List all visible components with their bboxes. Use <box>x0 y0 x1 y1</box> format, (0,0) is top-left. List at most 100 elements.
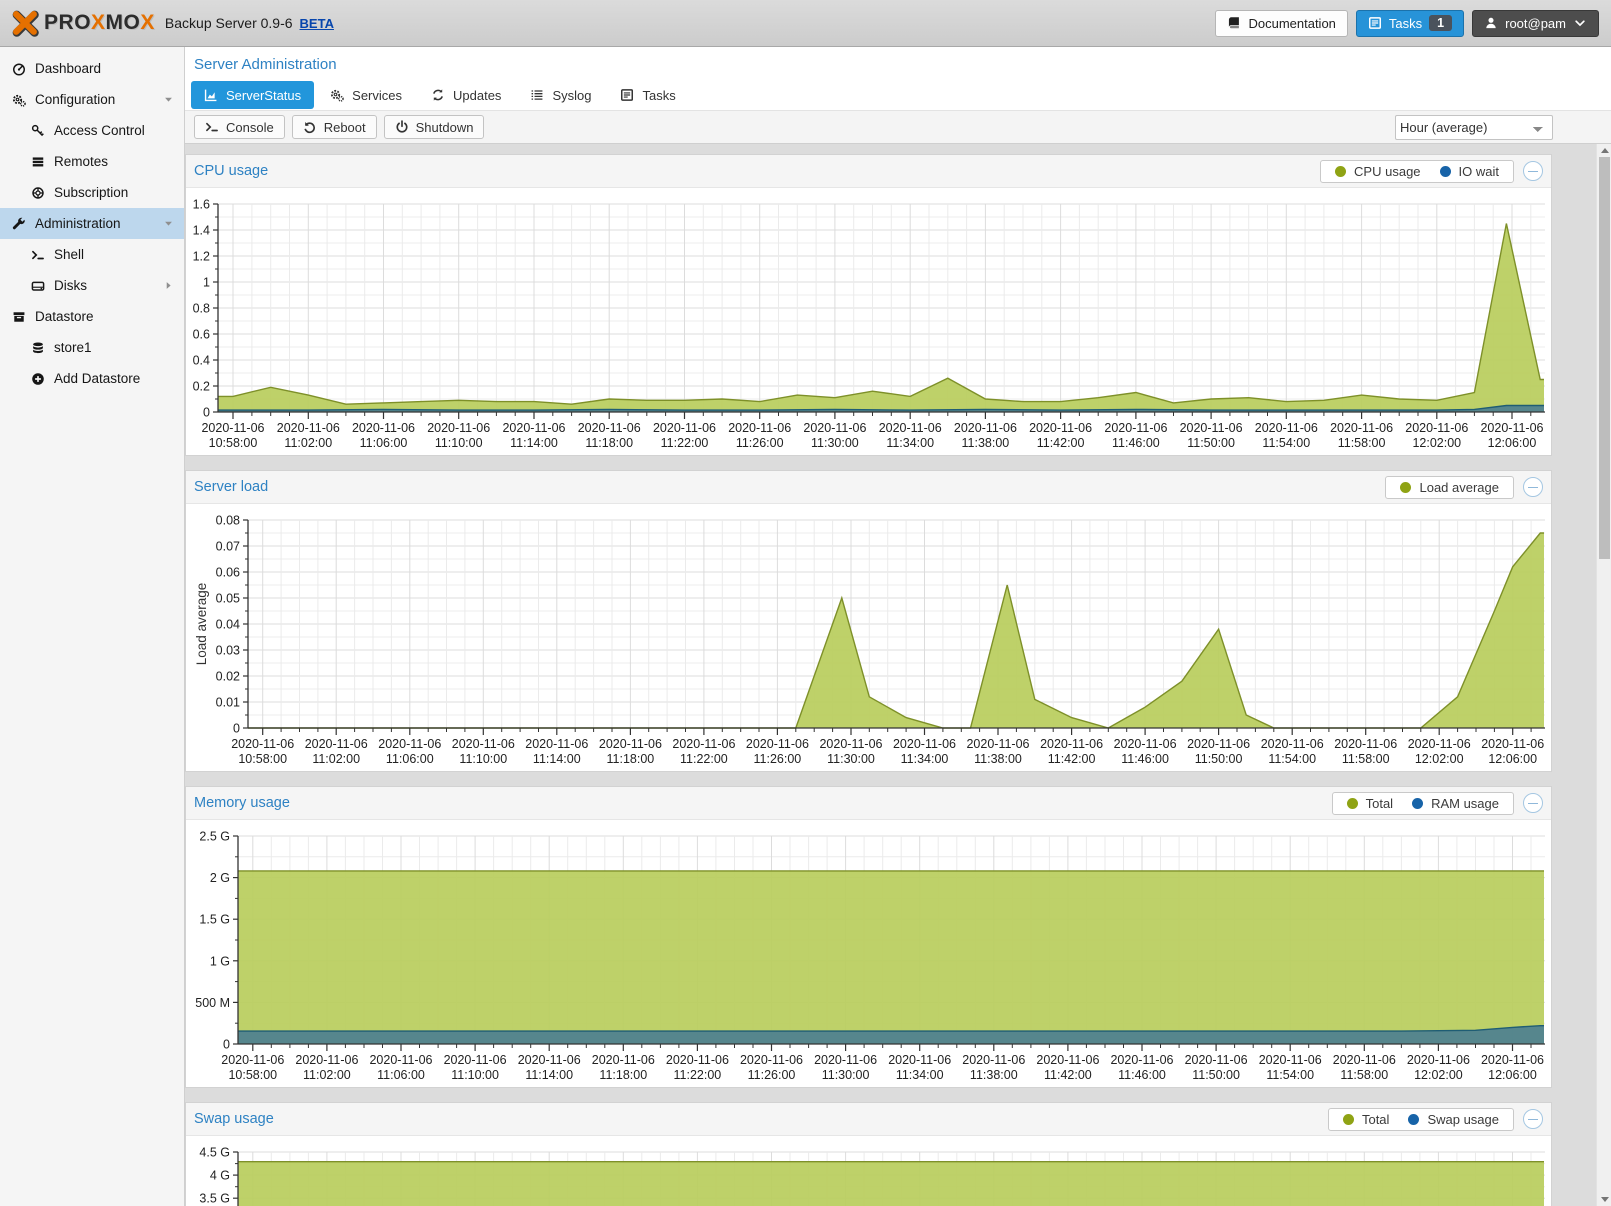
disk-icon <box>31 279 45 293</box>
logo-wordmark: PROXMOX <box>44 11 155 35</box>
tab-serverstatus[interactable]: ServerStatus <box>191 81 314 109</box>
timeframe-select[interactable]: Hour (average) <box>1395 115 1553 140</box>
collapse-panel-button[interactable] <box>1523 793 1543 813</box>
user-menu-button[interactable]: root@pam <box>1472 10 1599 37</box>
sidebar-item-shell[interactable]: Shell <box>0 239 184 270</box>
sidebar-item-remotes[interactable]: Remotes <box>0 146 184 177</box>
svg-text:2020-11-06: 2020-11-06 <box>592 1053 655 1067</box>
svg-text:2020-11-06: 2020-11-06 <box>1334 737 1397 751</box>
legend-item-swap-usage[interactable]: Swap usage <box>1408 1112 1499 1127</box>
sidebar-item-configuration[interactable]: Configuration <box>0 84 184 115</box>
collapse-panel-button[interactable] <box>1523 1109 1543 1129</box>
legend-dot <box>1440 166 1451 177</box>
tab-updates[interactable]: Updates <box>418 81 514 109</box>
tab-services[interactable]: Services <box>317 81 415 109</box>
scroll-down-arrow-icon[interactable] <box>1601 1197 1609 1202</box>
svg-text:2020-11-06: 2020-11-06 <box>1029 421 1092 435</box>
sidebar-item-dashboard[interactable]: Dashboard <box>0 53 184 84</box>
caret-down-icon <box>162 93 175 106</box>
title-row: Server Administration <box>185 47 1611 78</box>
svg-text:12:06:00: 12:06:00 <box>1488 436 1537 450</box>
svg-text:11:18:00: 11:18:00 <box>607 752 655 766</box>
svg-text:0.05: 0.05 <box>216 592 240 606</box>
tasks-button[interactable]: Tasks 1 <box>1356 10 1464 37</box>
sidebar-item-add-datastore[interactable]: Add Datastore <box>0 363 184 394</box>
tab-tasks[interactable]: Tasks <box>607 81 688 109</box>
svg-text:11:42:00: 11:42:00 <box>1044 1068 1092 1082</box>
legend: Total RAM usage <box>1332 792 1514 815</box>
beta-link[interactable]: BETA <box>300 16 334 31</box>
sidebar-item-administration[interactable]: Administration <box>0 208 184 239</box>
plus-circle-icon <box>31 372 45 386</box>
legend-item-io-wait[interactable]: IO wait <box>1440 164 1499 179</box>
legend-item-ram-usage[interactable]: RAM usage <box>1412 796 1499 811</box>
svg-text:10:58:00: 10:58:00 <box>209 436 258 450</box>
svg-text:2020-11-06: 2020-11-06 <box>1187 737 1250 751</box>
svg-text:2020-11-06: 2020-11-06 <box>888 1053 951 1067</box>
chevron-down-icon <box>1573 16 1587 30</box>
svg-text:2020-11-06: 2020-11-06 <box>1259 1053 1322 1067</box>
tab-syslog[interactable]: Syslog <box>517 81 604 109</box>
scroll-up-arrow-icon[interactable] <box>1601 148 1609 153</box>
legend-item-load-average[interactable]: Load average <box>1400 480 1499 495</box>
sidebar-item-datastore[interactable]: Datastore <box>0 301 184 332</box>
tab-label: Services <box>352 88 402 103</box>
svg-text:2020-11-06: 2020-11-06 <box>962 1053 1025 1067</box>
minus-icon <box>1528 1119 1538 1120</box>
svg-text:12:06:00: 12:06:00 <box>1488 752 1537 766</box>
reboot-button[interactable]: Reboot <box>292 115 377 139</box>
task-list-icon <box>620 88 634 102</box>
panel-title: Memory usage <box>194 795 290 811</box>
top-header-bar: PROXMOX Backup Server 0.9-6 BETA Documen… <box>0 0 1611 47</box>
key-icon <box>31 124 45 138</box>
collapse-panel-button[interactable] <box>1523 477 1543 497</box>
svg-text:11:26:00: 11:26:00 <box>736 436 784 450</box>
console-button[interactable]: Console <box>194 115 285 139</box>
documentation-button[interactable]: Documentation <box>1215 10 1347 37</box>
sidebar-item-access-control[interactable]: Access Control <box>0 115 184 146</box>
area-chart-icon <box>204 88 218 102</box>
svg-text:2020-11-06: 2020-11-06 <box>452 737 515 751</box>
remotes-icon <box>31 155 45 169</box>
panel-header: Swap usage Total Swap usage <box>186 1103 1551 1136</box>
svg-text:2020-11-06: 2020-11-06 <box>525 737 588 751</box>
sidebar-item-label: store1 <box>54 340 92 355</box>
panel-header: CPU usageCPU usageIO wait <box>186 155 1551 188</box>
svg-text:1.6: 1.6 <box>193 198 210 212</box>
datastore-icon <box>12 310 26 324</box>
svg-text:12:06:00: 12:06:00 <box>1488 1068 1537 1082</box>
svg-text:2020-11-06: 2020-11-06 <box>728 421 791 435</box>
sidebar-item-disks[interactable]: Disks <box>0 270 184 301</box>
legend-item-total[interactable]: Total <box>1347 796 1393 811</box>
scrollbar-thumb[interactable] <box>1599 157 1610 559</box>
svg-text:2020-11-06: 2020-11-06 <box>893 737 956 751</box>
svg-text:11:30:00: 11:30:00 <box>827 752 875 766</box>
sidebar-item-store1[interactable]: store1 <box>0 332 184 363</box>
svg-text:2020-11-06: 2020-11-06 <box>1480 421 1543 435</box>
collapse-panel-button[interactable] <box>1523 161 1543 181</box>
svg-text:11:46:00: 11:46:00 <box>1121 752 1169 766</box>
svg-text:11:26:00: 11:26:00 <box>748 1068 796 1082</box>
vertical-scrollbar[interactable] <box>1596 144 1611 1206</box>
svg-text:11:46:00: 11:46:00 <box>1118 1068 1166 1082</box>
sidebar-item-subscription[interactable]: Subscription <box>0 177 184 208</box>
svg-text:2020-11-06: 2020-11-06 <box>653 421 716 435</box>
svg-text:11:22:00: 11:22:00 <box>680 752 728 766</box>
app-body: DashboardConfigurationAccess ControlRemo… <box>0 47 1611 1206</box>
svg-text:2020-11-06: 2020-11-06 <box>352 421 415 435</box>
panel-title: Swap usage <box>194 1111 274 1127</box>
svg-text:2020-11-06: 2020-11-06 <box>201 421 264 435</box>
svg-text:2020-11-06: 2020-11-06 <box>819 737 882 751</box>
panels: CPU usageCPU usageIO wait00.20.40.60.811… <box>185 154 1552 1206</box>
legend-label: Total <box>1362 1112 1389 1127</box>
legend-dot <box>1408 1114 1419 1125</box>
legend-label: IO wait <box>1459 164 1499 179</box>
shutdown-button[interactable]: Shutdown <box>384 115 485 139</box>
legend-item-cpu-usage[interactable]: CPU usage <box>1335 164 1420 179</box>
svg-text:2020-11-06: 2020-11-06 <box>740 1053 803 1067</box>
panel-body: 0500 M1 G1.5 G2 G2.5 G3 G3.5 G4 G4.5 G20… <box>186 1136 1551 1206</box>
svg-text:11:30:00: 11:30:00 <box>822 1068 870 1082</box>
svg-text:2020-11-06: 2020-11-06 <box>1261 737 1324 751</box>
legend-item-total[interactable]: Total <box>1343 1112 1389 1127</box>
svg-text:11:38:00: 11:38:00 <box>962 436 1010 450</box>
